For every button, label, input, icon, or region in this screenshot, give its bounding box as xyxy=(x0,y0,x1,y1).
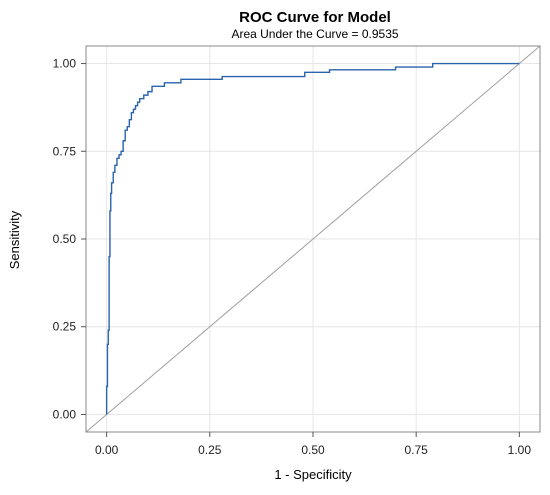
x-axis-label: 1 - Specificity xyxy=(274,467,352,482)
y-axis-label: Sensitivity xyxy=(7,210,22,269)
x-tick-label: 0.25 xyxy=(198,443,222,457)
chart-title: ROC Curve for Model xyxy=(239,9,391,26)
y-tick-label: 0.00 xyxy=(53,407,77,421)
y-tick-label: 1.00 xyxy=(53,57,77,71)
x-tick-label: 0.50 xyxy=(301,443,325,457)
y-tick-label: 0.50 xyxy=(53,232,77,246)
x-tick-label: 1.00 xyxy=(508,443,532,457)
roc-curve-line xyxy=(105,62,520,415)
tick-layer: 0.00 0.25 0.50 0.75 1.00 0.00 0.25 0.50 0.75 1.00 xyxy=(53,57,532,457)
x-tick-label: 0.75 xyxy=(405,443,429,457)
x-tick-label: 0.00 xyxy=(95,443,119,457)
y-tick-label: 0.25 xyxy=(53,320,77,334)
chart-subtitle: Area Under the Curve = 0.9535 xyxy=(231,27,398,41)
series-layer xyxy=(86,46,540,432)
diagonal-reference-line xyxy=(86,46,540,432)
y-tick-label: 0.75 xyxy=(53,144,77,158)
